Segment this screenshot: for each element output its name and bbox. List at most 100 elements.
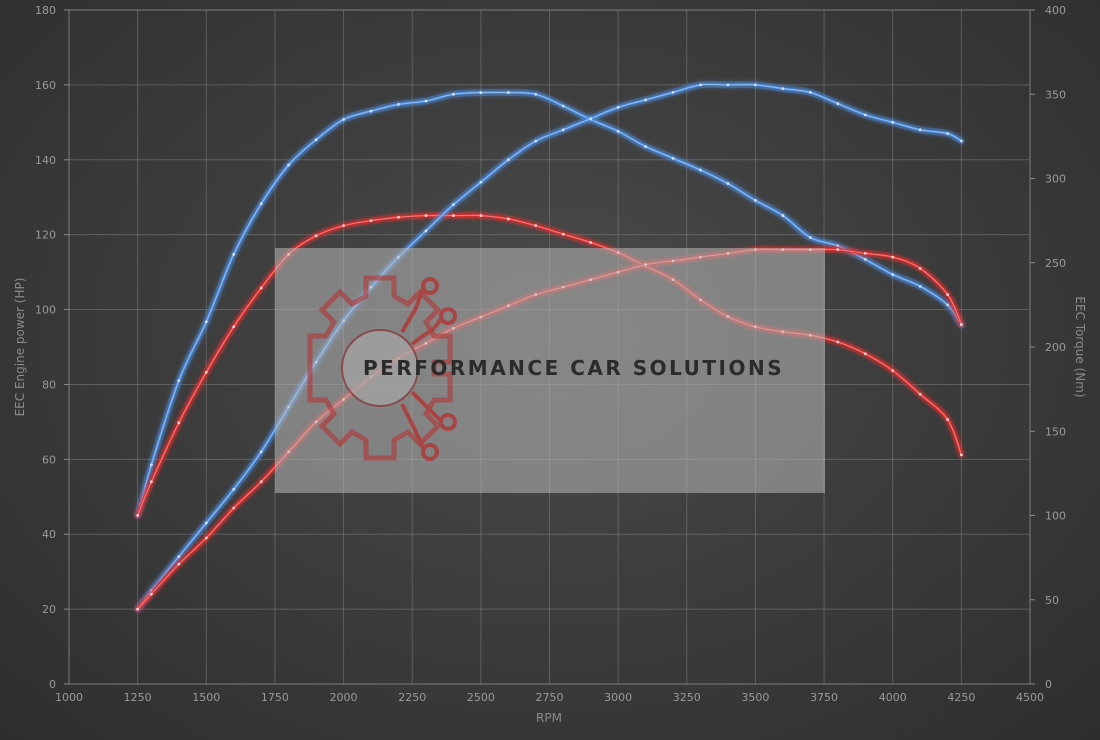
- x-axis-title: RPM: [536, 711, 562, 725]
- series-point-torque-stock: [863, 352, 867, 356]
- series-point-torque-stock: [479, 214, 483, 217]
- series-point-torque-tuned: [177, 379, 181, 383]
- series-point-torque-stock: [506, 217, 510, 221]
- series-point-torque-tuned: [479, 91, 483, 94]
- right-tick-label: 300: [1045, 173, 1066, 186]
- left-tick-label: 40: [42, 528, 56, 541]
- watermark-text: PERFORMANCE CAR SOLUTIONS: [363, 356, 784, 380]
- series-point-power-tuned: [918, 128, 922, 132]
- series-point-power-tuned: [506, 158, 510, 162]
- left-tick-label: 120: [35, 229, 56, 242]
- right-tick-label: 350: [1045, 88, 1066, 101]
- left-tick-label: 60: [42, 453, 56, 466]
- x-tick-label: 1500: [192, 691, 220, 704]
- series-point-torque-stock: [561, 232, 565, 236]
- series-point-torque-stock: [424, 214, 428, 217]
- series-point-torque-tuned: [369, 109, 373, 113]
- series-point-torque-stock: [259, 286, 263, 290]
- left-tick-label: 180: [35, 4, 56, 17]
- left-tick-label: 20: [42, 603, 56, 616]
- x-tick-label: 4000: [879, 691, 907, 704]
- series-point-power-tuned: [534, 139, 538, 143]
- plot-frame: [68, 9, 1031, 685]
- series-point-torque-tuned: [232, 252, 236, 256]
- series-point-power-tuned: [644, 98, 647, 102]
- right-tick-label: 200: [1045, 341, 1066, 354]
- x-tick-label: 4250: [947, 691, 975, 704]
- series-point-torque-tuned: [946, 303, 950, 307]
- series-point-torque-tuned: [781, 214, 785, 217]
- series-point-torque-tuned: [644, 145, 647, 148]
- series-point-torque-tuned: [534, 92, 538, 96]
- x-tick-label: 1000: [55, 691, 83, 704]
- series-point-torque-stock: [891, 369, 895, 372]
- series-point-power-stock: [149, 592, 153, 596]
- series-point-power-stock: [259, 480, 263, 484]
- x-tick-label: 2250: [398, 691, 426, 704]
- series-point-torque-tuned: [287, 163, 291, 167]
- series-point-torque-tuned: [314, 138, 318, 142]
- series-point-power-tuned: [177, 555, 181, 559]
- series-point-power-tuned: [836, 102, 840, 106]
- x-tick-label: 2000: [330, 691, 358, 704]
- x-tick-label: 1750: [261, 691, 289, 704]
- series-point-power-tuned: [479, 180, 483, 184]
- series-point-torque-tuned: [863, 257, 867, 261]
- series-point-power-stock: [918, 266, 922, 270]
- series-point-torque-stock: [397, 215, 400, 219]
- series-point-torque-stock: [959, 453, 963, 457]
- series-point-power-tuned: [891, 120, 895, 124]
- series-point-torque-stock: [452, 214, 455, 217]
- series-point-power-tuned: [561, 128, 565, 132]
- series-point-power-stock: [891, 255, 895, 259]
- series-point-power-stock: [177, 562, 181, 566]
- left-tick-label: 160: [35, 79, 56, 92]
- series-point-torque-stock: [918, 392, 922, 396]
- series-point-torque-tuned: [699, 168, 702, 172]
- series-point-torque-tuned: [616, 129, 620, 133]
- right-tick-label: 50: [1045, 594, 1059, 607]
- series-point-power-tuned: [699, 83, 702, 87]
- series-point-torque-stock: [314, 234, 318, 238]
- series-point-power-stock: [836, 248, 840, 252]
- right-tick-label: 150: [1045, 425, 1066, 438]
- right-tick-label: 100: [1045, 510, 1066, 523]
- series-point-torque-tuned: [424, 99, 428, 103]
- right-axis-title: EEC Torque (Nm): [1073, 296, 1087, 397]
- series-lines: [134, 80, 965, 613]
- left-tick-label: 0: [49, 678, 56, 691]
- series-point-torque-tuned: [149, 463, 153, 467]
- series-point-torque-tuned: [754, 199, 757, 202]
- series-point-power-tuned: [808, 90, 812, 94]
- right-tick-label: 250: [1045, 257, 1066, 270]
- series-point-power-stock: [946, 293, 950, 296]
- left-axis-title: EEC Engine power (HP): [13, 278, 27, 417]
- series-point-torque-stock: [342, 224, 345, 228]
- series-point-power-tuned: [149, 588, 153, 592]
- series-point-power-tuned: [232, 487, 236, 491]
- series-point-power-tuned: [204, 521, 208, 525]
- series-point-torque-tuned: [671, 156, 675, 160]
- series-point-torque-tuned: [506, 91, 510, 94]
- series-point-torque-tuned: [918, 284, 922, 288]
- x-tick-label: 3500: [741, 691, 769, 704]
- series-point-torque-stock: [232, 325, 236, 329]
- series-point-torque-tuned: [342, 118, 345, 121]
- series-point-power-tuned: [959, 139, 963, 143]
- series-point-torque-stock: [946, 418, 950, 421]
- left-tick-label: 140: [35, 154, 56, 167]
- left-tick-label: 100: [35, 304, 56, 317]
- left-tick-label: 80: [42, 378, 56, 391]
- series-point-power-tuned: [754, 83, 757, 87]
- series-point-power-tuned: [589, 117, 593, 120]
- series-point-torque-tuned: [808, 236, 812, 239]
- series-point-power-tuned: [946, 132, 950, 135]
- series-point-torque-stock: [136, 514, 140, 517]
- series-point-power-stock: [204, 536, 208, 540]
- series-point-torque-stock: [534, 224, 538, 228]
- series-point-power-tuned: [671, 90, 675, 94]
- series-point-torque-tuned: [204, 320, 208, 324]
- x-tick-label: 4500: [1016, 691, 1044, 704]
- x-tick-label: 2500: [467, 691, 495, 704]
